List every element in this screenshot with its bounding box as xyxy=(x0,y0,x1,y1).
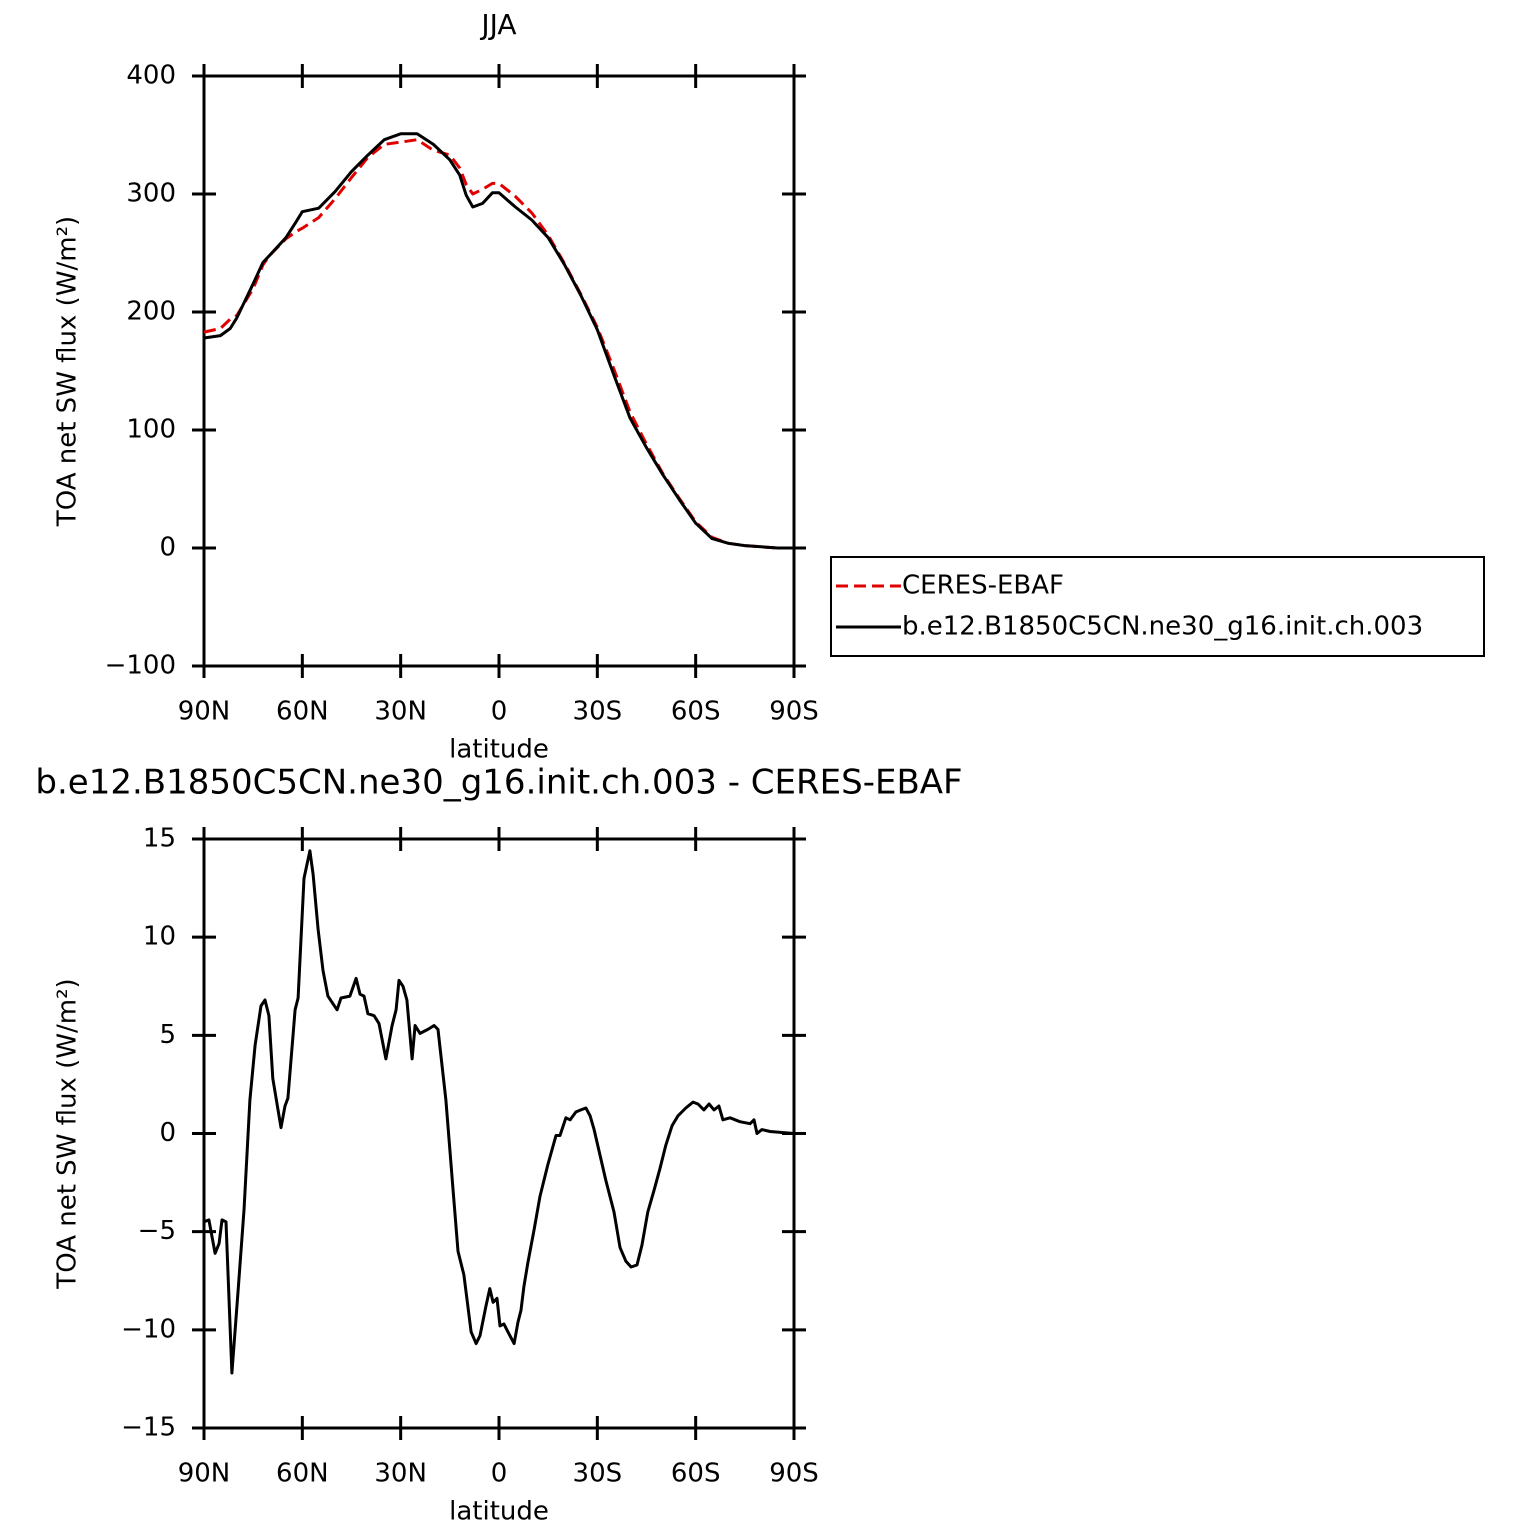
data-line xyxy=(203,849,795,1375)
y-tick-label: −100 xyxy=(105,651,176,681)
data-line xyxy=(203,132,794,550)
x-tick-label: 30S xyxy=(573,697,623,727)
y-tick-label: −15 xyxy=(121,1413,176,1443)
y-tick-label: −10 xyxy=(121,1314,176,1344)
x-tick-label: 60N xyxy=(276,697,329,727)
data-line xyxy=(203,138,794,550)
y-tick-label: 400 xyxy=(126,61,176,91)
legend-box xyxy=(830,556,1485,657)
y-tick-label: 0 xyxy=(159,1118,176,1148)
plot-frame xyxy=(202,74,796,668)
y-tick-label: 5 xyxy=(159,1020,176,1050)
x-tick-label: 0 xyxy=(491,697,508,727)
x-tick-label: 60S xyxy=(671,697,721,727)
x-tick-label: 60S xyxy=(671,1459,721,1489)
x-tick-label: 90S xyxy=(769,697,819,727)
x-tick-label: 30N xyxy=(374,1459,427,1489)
y-tick-label: 15 xyxy=(143,824,176,854)
y-axis-label: TOA net SW flux (W/m²) xyxy=(53,216,83,527)
y-tick-label: 0 xyxy=(159,533,176,563)
x-tick-label: 30N xyxy=(374,697,427,727)
chart-title: b.e12.B1850C5CN.ne30_g16.init.ch.003 - C… xyxy=(35,763,962,803)
x-axis-label: latitude xyxy=(449,735,549,765)
x-tick-label: 60N xyxy=(276,1459,329,1489)
legend-label: CERES-EBAF xyxy=(902,571,1064,601)
x-tick-label: 0 xyxy=(491,1459,508,1489)
y-tick-label: −5 xyxy=(138,1216,176,1246)
x-axis-label: latitude xyxy=(449,1497,549,1527)
y-axis-label: TOA net SW flux (W/m²) xyxy=(53,978,83,1289)
x-tick-label: 90S xyxy=(769,1459,819,1489)
x-tick-label: 30S xyxy=(573,1459,623,1489)
y-tick-label: 200 xyxy=(126,297,176,327)
legend-label: b.e12.B1850C5CN.ne30_g16.init.ch.003 xyxy=(902,612,1423,642)
x-tick-label: 90N xyxy=(178,1459,231,1489)
y-tick-label: 300 xyxy=(126,179,176,209)
y-tick-label: 10 xyxy=(143,922,176,952)
chart-title: JJA xyxy=(479,8,516,41)
plot-frame xyxy=(202,837,796,1430)
x-tick-label: 90N xyxy=(178,697,231,727)
y-tick-label: 100 xyxy=(126,415,176,445)
